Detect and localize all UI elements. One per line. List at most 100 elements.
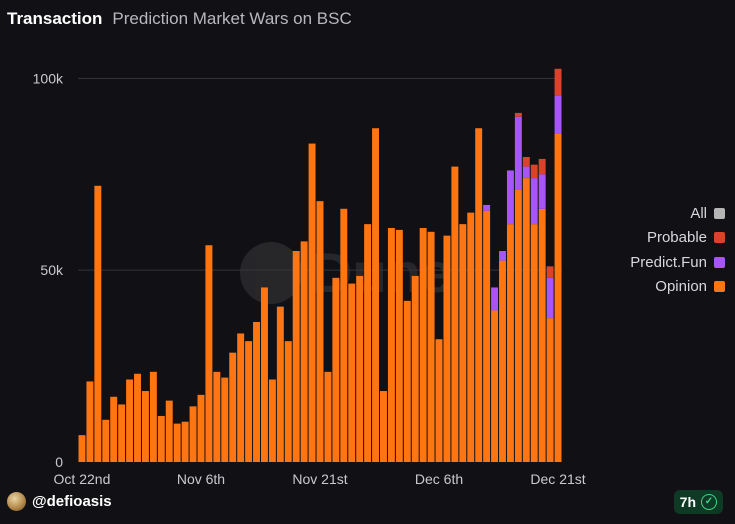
bar-opinion-18[interactable] bbox=[221, 377, 229, 462]
bar-predict-fun-57[interactable] bbox=[530, 178, 538, 225]
bar-opinion-34[interactable] bbox=[348, 283, 356, 462]
avatar[interactable] bbox=[7, 492, 26, 511]
x-axis: Oct 22nd Nov 6th Nov 21st Dec 6th Dec 21st bbox=[54, 471, 586, 487]
bar-opinion-25[interactable] bbox=[276, 306, 284, 462]
bar-predict-fun-60[interactable] bbox=[554, 95, 562, 134]
bar-opinion-39[interactable] bbox=[387, 227, 395, 462]
bar-opinion-47[interactable] bbox=[451, 166, 459, 462]
bar-opinion-57[interactable] bbox=[530, 224, 538, 462]
legend-item-opinion[interactable]: Opinion bbox=[655, 275, 725, 300]
y-tick-label-1: 50k bbox=[40, 262, 64, 278]
bar-probable-55[interactable] bbox=[514, 112, 522, 117]
bar-opinion-33[interactable] bbox=[340, 208, 348, 462]
bar-opinion-36[interactable] bbox=[364, 224, 372, 462]
bar-opinion-14[interactable] bbox=[189, 406, 197, 462]
bar-opinion-8[interactable] bbox=[141, 391, 149, 462]
age-label: 7h bbox=[679, 494, 696, 510]
bar-opinion-15[interactable] bbox=[197, 394, 205, 462]
bar-opinion-19[interactable] bbox=[229, 352, 237, 462]
bar-opinion-2[interactable] bbox=[94, 185, 102, 463]
bar-opinion-20[interactable] bbox=[237, 333, 245, 462]
bar-opinion-32[interactable] bbox=[332, 277, 340, 462]
bar-opinion-53[interactable] bbox=[499, 260, 506, 462]
bar-opinion-52[interactable] bbox=[491, 310, 499, 462]
bar-opinion-44[interactable] bbox=[427, 231, 435, 462]
legend-item-predict-fun[interactable]: Predict.Fun bbox=[630, 250, 725, 275]
bar-opinion-58[interactable] bbox=[538, 208, 546, 462]
bar-probable-56[interactable] bbox=[522, 157, 530, 167]
bar-predict-fun-58[interactable] bbox=[538, 174, 546, 209]
bar-predict-fun-54[interactable] bbox=[506, 170, 514, 225]
bar-predict-fun-59[interactable] bbox=[546, 277, 554, 319]
bar-opinion-60[interactable] bbox=[554, 133, 562, 462]
legend-swatch-opinion-icon bbox=[714, 281, 725, 293]
bar-opinion-37[interactable] bbox=[372, 128, 380, 462]
bar-opinion-27[interactable] bbox=[292, 251, 300, 462]
bar-opinion-5[interactable] bbox=[118, 404, 126, 462]
bar-opinion-23[interactable] bbox=[260, 287, 268, 462]
legend-item-all[interactable]: All bbox=[690, 201, 725, 226]
bar-opinion-51[interactable] bbox=[483, 210, 491, 462]
bar-opinion-17[interactable] bbox=[213, 371, 221, 462]
bar-opinion-31[interactable] bbox=[324, 371, 332, 462]
bar-opinion-10[interactable] bbox=[157, 415, 165, 462]
chart-title: Transaction bbox=[7, 9, 103, 28]
bar-opinion-46[interactable] bbox=[443, 235, 451, 462]
bar-predict-fun-53[interactable] bbox=[499, 251, 506, 261]
author-handle[interactable]: @defioasis bbox=[32, 493, 112, 510]
bar-opinion-55[interactable] bbox=[514, 189, 522, 463]
legend-item-probable[interactable]: Probable bbox=[647, 226, 725, 251]
bar-opinion-1[interactable] bbox=[86, 381, 94, 462]
bar-opinion-28[interactable] bbox=[300, 241, 308, 462]
legend-swatch-predict-fun-icon bbox=[714, 256, 725, 268]
bar-probable-59[interactable] bbox=[546, 266, 554, 278]
age-badge[interactable]: 7h ✓ bbox=[673, 490, 723, 514]
legend-label-probable: Probable bbox=[646, 229, 707, 247]
bar-predict-fun-55[interactable] bbox=[514, 116, 522, 190]
bar-opinion-59[interactable] bbox=[546, 318, 554, 462]
bar-opinion-24[interactable] bbox=[268, 379, 276, 462]
bar-opinion-40[interactable] bbox=[395, 229, 403, 462]
author-footer[interactable]: @defioasis bbox=[7, 492, 112, 511]
legend-label-all: All bbox=[690, 204, 707, 222]
bar-opinion-12[interactable] bbox=[173, 423, 181, 462]
bar-opinion-0[interactable] bbox=[78, 435, 86, 462]
bar-opinion-56[interactable] bbox=[522, 178, 530, 463]
bar-opinion-4[interactable] bbox=[110, 396, 118, 462]
bar-opinion-3[interactable] bbox=[102, 419, 110, 462]
bar-predict-fun-51[interactable] bbox=[483, 204, 491, 211]
bar-opinion-9[interactable] bbox=[149, 371, 157, 462]
bar-probable-57[interactable] bbox=[530, 164, 538, 179]
legend-swatch-probable-icon bbox=[714, 232, 725, 244]
legend-label-opinion: Opinion bbox=[655, 278, 707, 296]
bar-opinion-45[interactable] bbox=[435, 339, 443, 462]
bar-opinion-42[interactable] bbox=[411, 275, 419, 462]
bar-predict-fun-52[interactable] bbox=[491, 287, 499, 311]
legend: All Probable Predict.Fun Opinion bbox=[630, 201, 725, 299]
bar-opinion-22[interactable] bbox=[253, 321, 260, 462]
bar-opinion-35[interactable] bbox=[356, 275, 364, 462]
x-tick-label-3: Dec 6th bbox=[415, 471, 463, 487]
dune-logo-icon bbox=[240, 241, 302, 304]
bar-opinion-29[interactable] bbox=[308, 143, 316, 462]
bar-opinion-49[interactable] bbox=[467, 212, 475, 462]
x-tick-label-4: Dec 21st bbox=[530, 471, 585, 487]
bar-opinion-6[interactable] bbox=[126, 379, 134, 462]
bar-opinion-13[interactable] bbox=[181, 421, 189, 462]
bar-predict-fun-56[interactable] bbox=[522, 166, 530, 179]
bar-opinion-43[interactable] bbox=[419, 227, 427, 462]
bar-opinion-54[interactable] bbox=[506, 224, 514, 462]
bar-opinion-11[interactable] bbox=[165, 400, 173, 462]
bar-probable-58[interactable] bbox=[538, 158, 546, 175]
bar-opinion-41[interactable] bbox=[403, 300, 411, 462]
bar-opinion-50[interactable] bbox=[475, 128, 483, 462]
bar-opinion-26[interactable] bbox=[284, 341, 292, 462]
bar-opinion-48[interactable] bbox=[459, 224, 467, 462]
bar-probable-60[interactable] bbox=[554, 68, 562, 96]
bar-opinion-7[interactable] bbox=[134, 373, 141, 462]
bars bbox=[78, 68, 562, 463]
bar-opinion-16[interactable] bbox=[205, 245, 213, 462]
bar-opinion-38[interactable] bbox=[380, 391, 387, 462]
bar-opinion-30[interactable] bbox=[316, 201, 324, 463]
bar-opinion-21[interactable] bbox=[245, 341, 253, 462]
